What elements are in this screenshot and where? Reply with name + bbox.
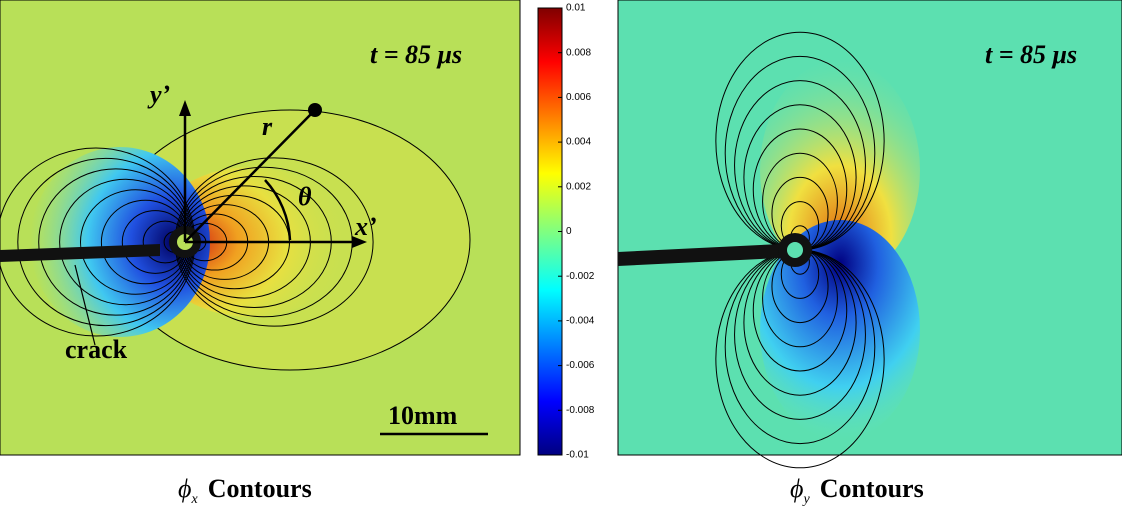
phi-x-panel: t = 85 μs y’ r θ x’ crack 10mm [0,0,521,456]
caption: ϕx Contours [178,474,312,507]
crack-tip [787,242,803,258]
scale-label: 10mm [388,401,458,430]
lobe [760,220,920,440]
colorbar-tick-label: 0.002 [566,181,591,192]
lobe [30,147,210,337]
arrow-head [179,100,191,116]
crack-label: crack [65,335,128,364]
colorbar-tick-label: 0.006 [566,92,591,103]
theta-label: θ [298,182,312,211]
crack-line [0,244,160,262]
phi-y-panel: t = 85 μs [617,0,1122,469]
colorbar-tick-label: 0.004 [566,137,591,148]
arrow-head [352,236,367,248]
colorbar-tick-label: -0.004 [566,316,595,327]
colorbar-tick-label: 0 [566,226,572,237]
colorbar-tick-label: -0.008 [566,405,595,416]
colorbar-tick-label: -0.002 [566,271,595,282]
x-axis-label: x’ [354,212,377,241]
theta-arc [264,179,292,241]
r-label: r [262,112,273,141]
colorbar-tick-label: 0.008 [566,47,591,58]
r-line [184,109,316,243]
lobe [760,60,920,280]
point [308,103,322,117]
colorbar-tick-label: 0.01 [566,3,586,14]
crack-pointer [74,264,96,346]
colorbar-tick-label: -0.006 [566,360,595,371]
caption: ϕy Contours [790,474,924,507]
y-axis-label: y’ [147,80,170,109]
colorbar: 0.01 0.008 0.006 0.004 0.002 0 -0.002 -0.004 -0.… [537,3,595,461]
crack-line [618,244,780,266]
time-label: t = 85 μs [985,40,1077,69]
colorbar-tick-label: -0.01 [566,450,589,461]
time-label: t = 85 μs [370,40,462,69]
